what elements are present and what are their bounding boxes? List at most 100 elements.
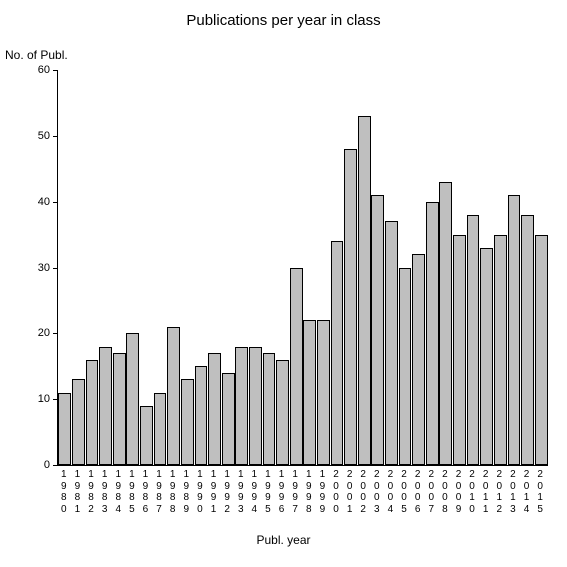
- x-tick-label: 1983: [98, 469, 112, 515]
- bar: [167, 327, 180, 465]
- bar-slot: [371, 70, 385, 465]
- x-tick-label: 1990: [193, 469, 207, 515]
- x-tick-label: 2000: [329, 469, 343, 515]
- x-tick-label: 1994: [248, 469, 262, 515]
- bar: [303, 320, 316, 465]
- x-tick-label: 2015: [533, 469, 547, 515]
- bar-slot: [85, 70, 99, 465]
- bar: [494, 235, 507, 465]
- x-tick-label: 2012: [493, 469, 507, 515]
- x-tick-label: 1986: [139, 469, 153, 515]
- bar: [412, 254, 425, 465]
- bars-wrap: [58, 70, 548, 465]
- x-axis-label: Publ. year: [0, 533, 567, 547]
- bar: [480, 248, 493, 465]
- bar: [222, 373, 235, 465]
- bar: [126, 333, 139, 465]
- x-tick-label: 1987: [152, 469, 166, 515]
- bar: [195, 366, 208, 465]
- bar: [331, 241, 344, 465]
- bar: [263, 353, 276, 465]
- bar-slot: [425, 70, 439, 465]
- x-tick-label: 1980: [57, 469, 71, 515]
- x-tick-label: 2010: [465, 469, 479, 515]
- y-tick-label: 40: [38, 196, 50, 208]
- bar: [99, 347, 112, 466]
- bar: [290, 268, 303, 466]
- x-labels: 1980198119821983198419851986198719881989…: [57, 469, 547, 515]
- x-tick-label: 2006: [411, 469, 425, 515]
- x-tick-label: 2005: [397, 469, 411, 515]
- bar: [72, 379, 85, 465]
- x-tick-label: 1988: [166, 469, 180, 515]
- bar-slot: [412, 70, 426, 465]
- bar-slot: [221, 70, 235, 465]
- bar-slot: [289, 70, 303, 465]
- bar: [453, 235, 466, 465]
- x-tick-label: 1981: [71, 469, 85, 515]
- bar-slot: [262, 70, 276, 465]
- y-tick-label: 10: [38, 393, 50, 405]
- bar: [276, 360, 289, 465]
- x-tick-label: 2004: [384, 469, 398, 515]
- y-tick-label: 0: [44, 459, 50, 471]
- x-tick-label: 1984: [111, 469, 125, 515]
- bar-slot: [180, 70, 194, 465]
- x-tick-label: 1996: [275, 469, 289, 515]
- x-tick-label: 1989: [179, 469, 193, 515]
- bar-slot: [534, 70, 548, 465]
- bar: [399, 268, 412, 466]
- x-tick-label: 2008: [438, 469, 452, 515]
- bar: [140, 406, 153, 465]
- bar-slot: [167, 70, 181, 465]
- bar-slot: [521, 70, 535, 465]
- bar-slot: [439, 70, 453, 465]
- x-tick-label: 1999: [316, 469, 330, 515]
- bar-slot: [453, 70, 467, 465]
- bar-slot: [58, 70, 72, 465]
- bar: [154, 393, 167, 465]
- bar: [371, 195, 384, 465]
- plot-area: 0102030405060: [57, 70, 548, 466]
- bar: [439, 182, 452, 465]
- bar-slot: [344, 70, 358, 465]
- x-tick-label: 1997: [288, 469, 302, 515]
- x-tick-label: 2011: [479, 469, 493, 515]
- bar: [208, 353, 221, 465]
- x-tick-label: 2009: [452, 469, 466, 515]
- y-axis-label: No. of Publ.: [5, 48, 68, 62]
- x-tick-label: 1991: [207, 469, 221, 515]
- chart-container: Publications per year in class No. of Pu…: [0, 0, 567, 567]
- bar-slot: [249, 70, 263, 465]
- bar-slot: [330, 70, 344, 465]
- bar: [86, 360, 99, 465]
- bar: [181, 379, 194, 465]
- x-tick-label: 2003: [370, 469, 384, 515]
- bar-slot: [126, 70, 140, 465]
- bar: [358, 116, 371, 465]
- bar-slot: [194, 70, 208, 465]
- x-tick-label: 2001: [343, 469, 357, 515]
- x-tick-label: 1992: [220, 469, 234, 515]
- bar-slot: [112, 70, 126, 465]
- x-tick-label: 1993: [234, 469, 248, 515]
- chart-title: Publications per year in class: [0, 12, 567, 29]
- bar-slot: [72, 70, 86, 465]
- bar-slot: [357, 70, 371, 465]
- bar: [426, 202, 439, 465]
- x-tick-label: 2014: [520, 469, 534, 515]
- y-tick-label: 60: [38, 64, 50, 76]
- bar-slot: [466, 70, 480, 465]
- bar: [521, 215, 534, 465]
- bar: [467, 215, 480, 465]
- bar: [249, 347, 262, 466]
- bar: [385, 221, 398, 465]
- bar: [344, 149, 357, 465]
- x-tick-label: 1985: [125, 469, 139, 515]
- bar-slot: [494, 70, 508, 465]
- bar: [235, 347, 248, 466]
- bar: [58, 393, 71, 465]
- bar-slot: [480, 70, 494, 465]
- bar: [535, 235, 548, 465]
- bar-slot: [317, 70, 331, 465]
